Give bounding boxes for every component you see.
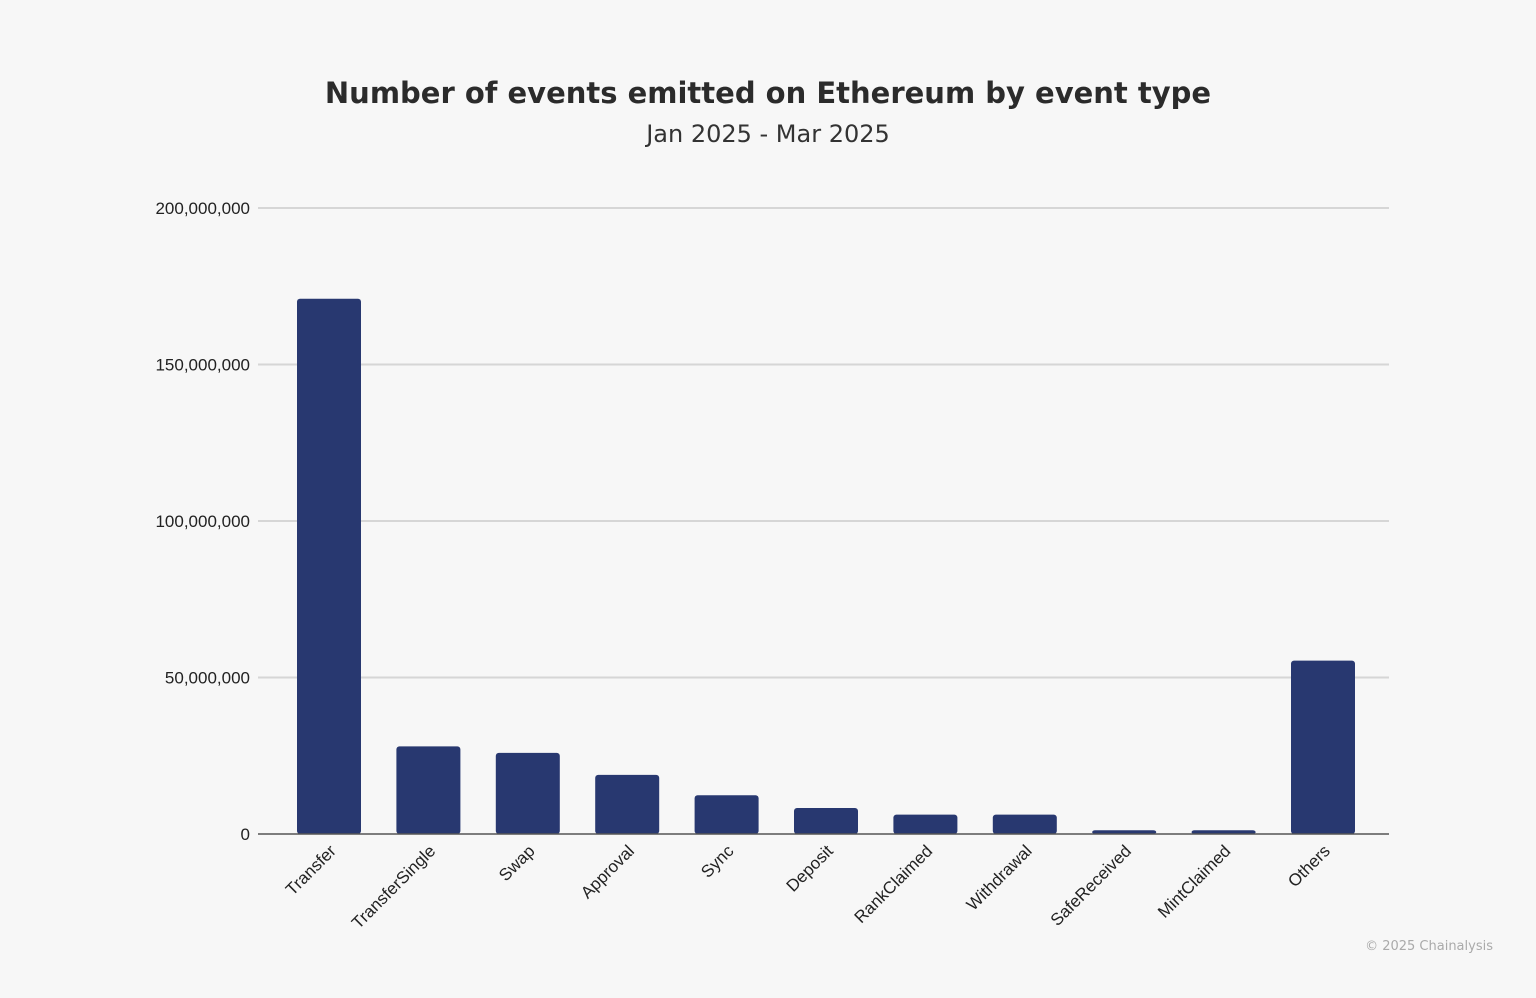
- bar-mintclaimed: [1191, 830, 1256, 834]
- y-tick-label: 50,000,000: [165, 669, 250, 688]
- bar-approval: [595, 774, 660, 834]
- x-tick-label: Approval: [577, 841, 638, 902]
- bar-safereceived: [1092, 830, 1157, 834]
- y-tick-label: 0: [241, 825, 250, 844]
- x-tick-label: Swap: [495, 841, 539, 885]
- bar-deposit: [794, 808, 858, 834]
- copyright-credit: © 2025 Chainalysis: [1365, 939, 1493, 954]
- x-tick-label: SafeReceived: [1047, 841, 1135, 929]
- x-tick-label: Deposit: [783, 841, 837, 895]
- x-tick-label: MintClaimed: [1154, 841, 1234, 921]
- bar-transfer: [297, 298, 361, 834]
- x-tick-label: TransferSingle: [348, 841, 439, 932]
- y-tick-label: 150,000,000: [155, 356, 250, 375]
- chart-title: Number of events emitted on Ethereum by …: [324, 76, 1212, 110]
- y-tick-label: 200,000,000: [155, 199, 250, 218]
- chart-subtitle: Jan 2025 - Mar 2025: [646, 120, 890, 148]
- x-tick-label: Others: [1284, 841, 1334, 891]
- bar-sync: [694, 795, 759, 834]
- x-tick-label: Transfer: [282, 841, 340, 899]
- x-tick-label: Withdrawal: [963, 841, 1036, 914]
- bar-withdrawal: [992, 814, 1057, 834]
- bar-others: [1291, 660, 1355, 834]
- bar-swap: [495, 752, 560, 834]
- y-tick-label: 100,000,000: [155, 512, 250, 531]
- x-tick-label: Sync: [697, 841, 738, 882]
- bar-rankclaimed: [893, 814, 958, 834]
- bar-transfersingle: [396, 746, 461, 834]
- x-tick-label: RankClaimed: [851, 841, 937, 927]
